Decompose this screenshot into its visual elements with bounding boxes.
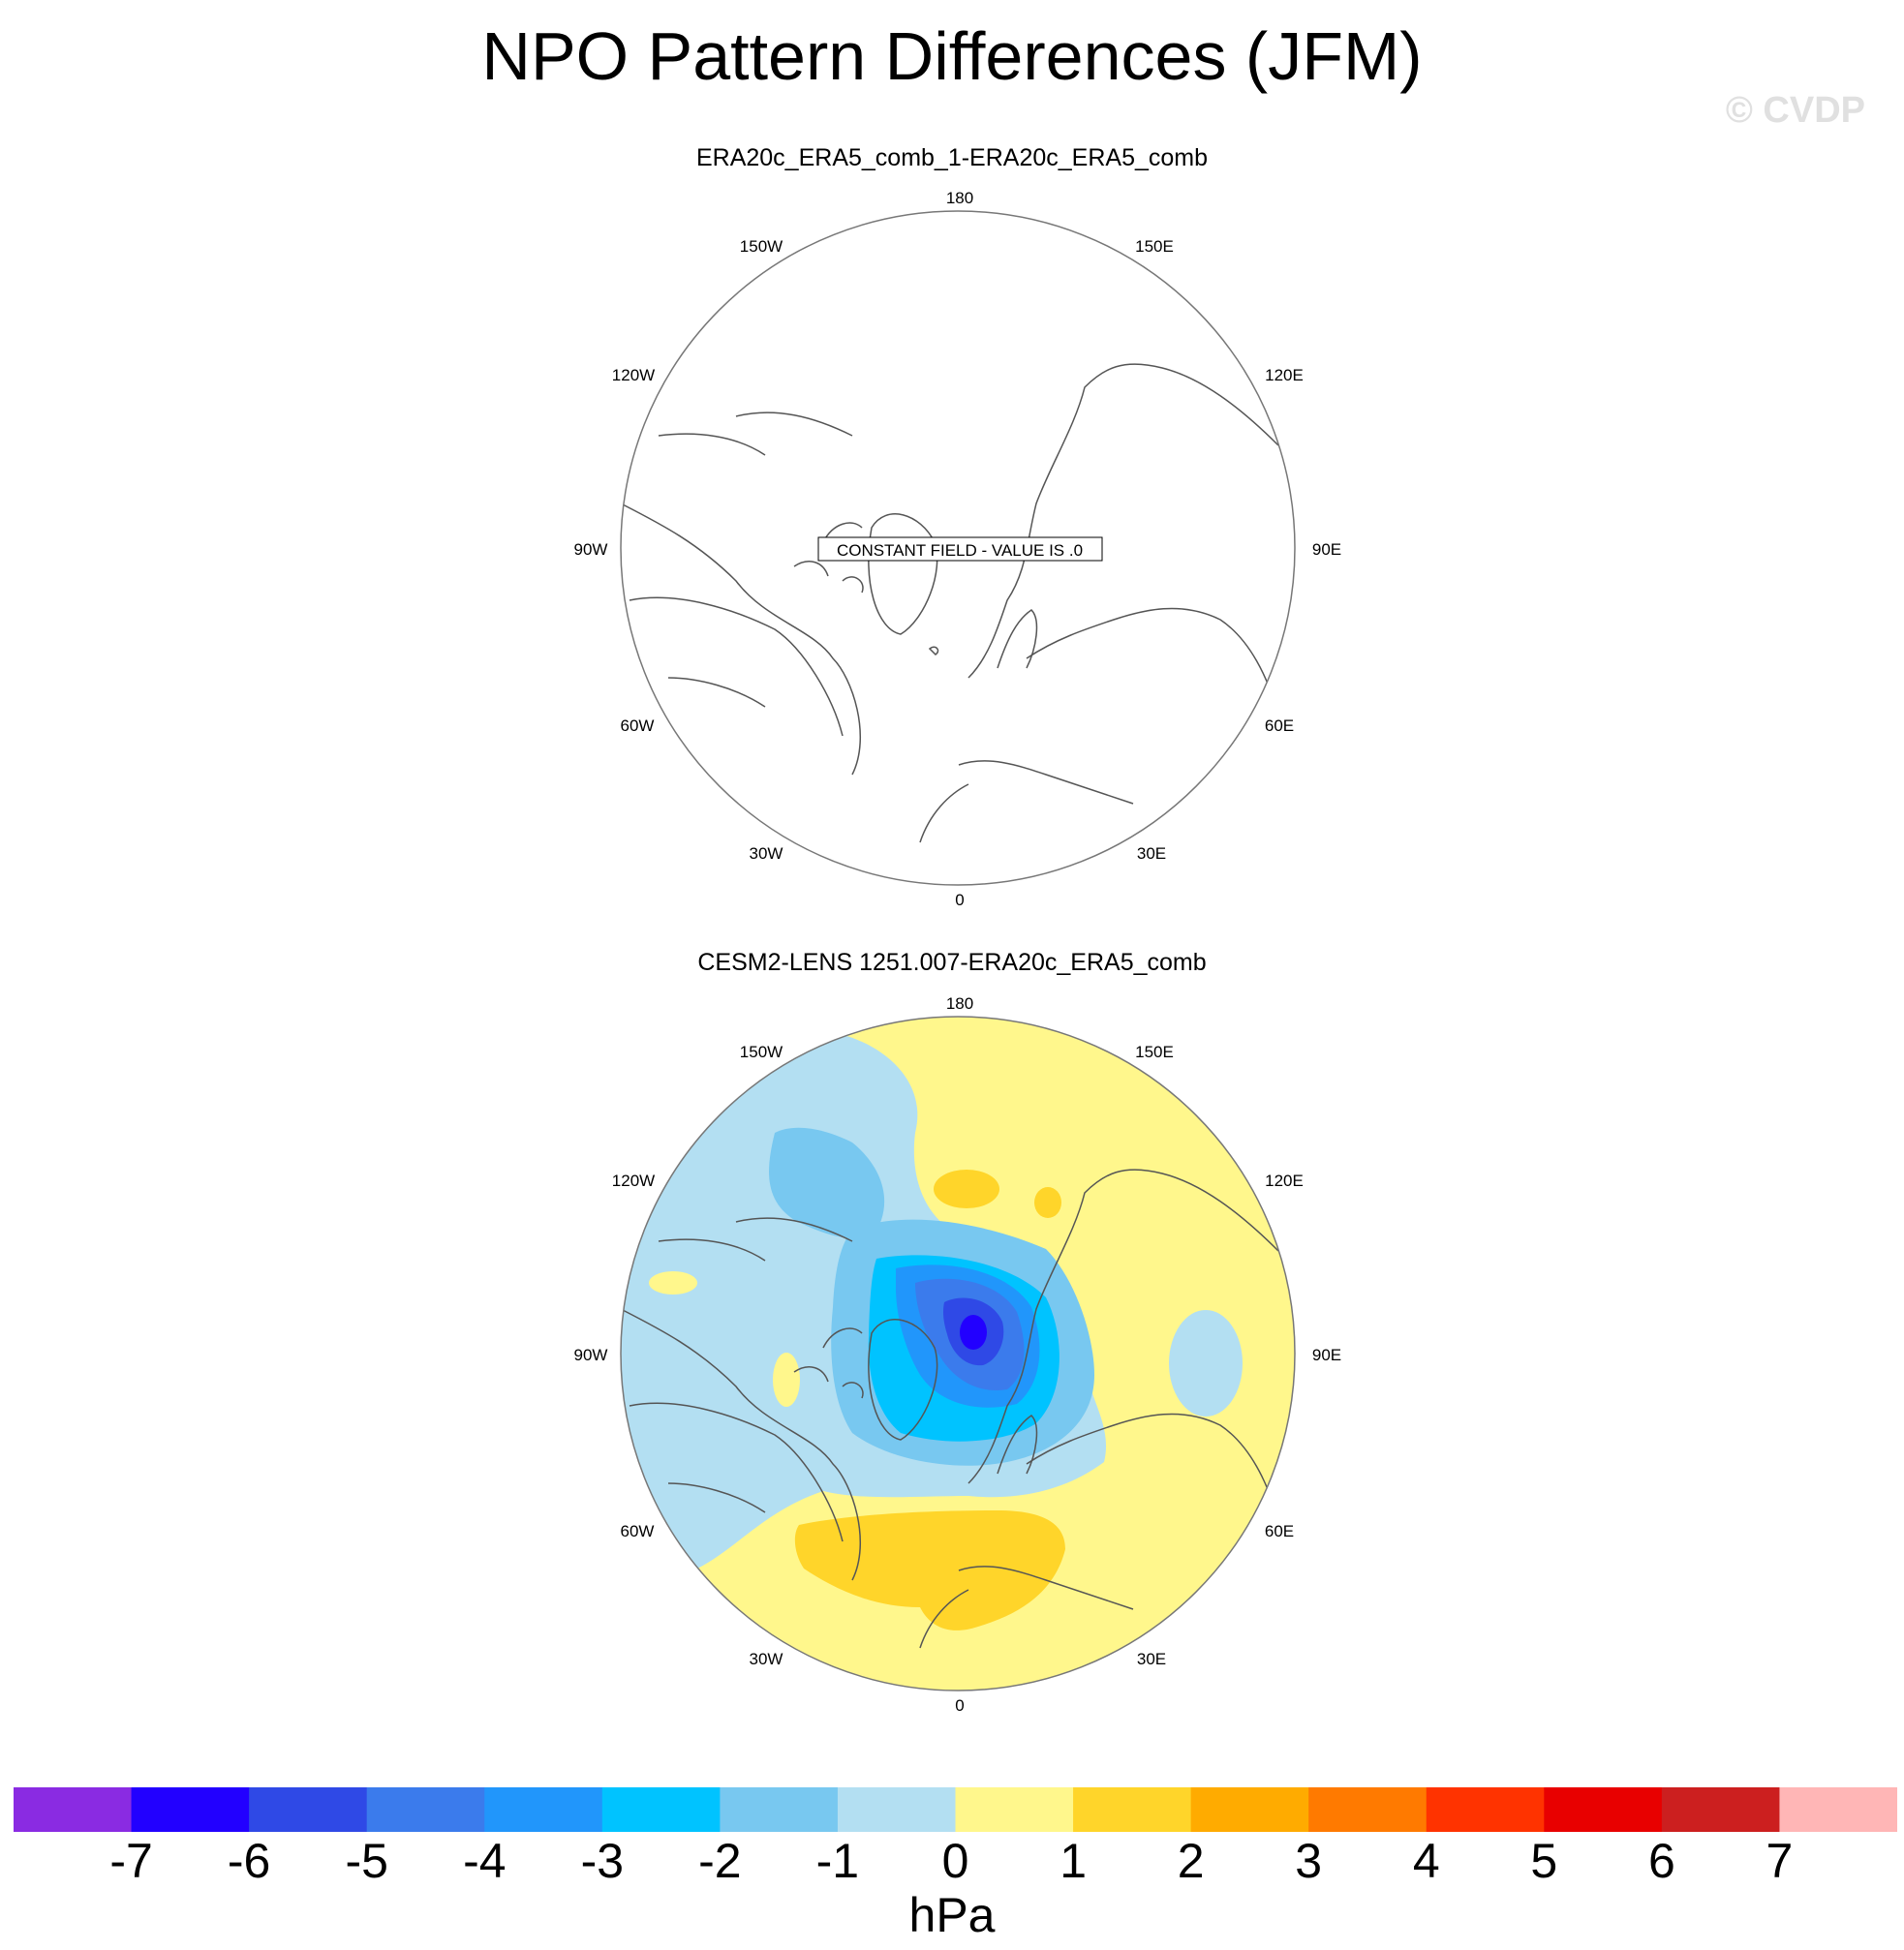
panel2-lon-label: 120E (1265, 1172, 1304, 1190)
panel1-lon-label: 120W (612, 366, 655, 384)
panel1-lon-label: 180 (946, 189, 973, 207)
colorbar (14, 1787, 1897, 1832)
colorbar-tick-label: -1 (815, 1834, 860, 1888)
panel1-title: ERA20c_ERA5_comb_1-ERA20c_ERA5_comb (695, 144, 1209, 171)
contour-0-to-1-north-pacific (649, 1271, 697, 1295)
contour-0-to-1-greenland (773, 1353, 800, 1407)
colorbar-tick-label: 7 (1766, 1834, 1794, 1888)
colorbar-tick-label: -5 (345, 1834, 388, 1888)
colorbar-tick-label: -2 (698, 1834, 742, 1888)
colorbar-swatch (1426, 1787, 1545, 1832)
colorbar-tick-label: 3 (1295, 1834, 1323, 1888)
panel1-note-box (817, 536, 1103, 562)
colorbar-swatch (1544, 1787, 1663, 1832)
colorbar-swatch (837, 1787, 956, 1832)
colorbar-tick-label: 4 (1412, 1834, 1440, 1888)
panel1-lon-label: 120E (1265, 366, 1304, 384)
contour-neg1-to-0-siberia (1169, 1310, 1243, 1417)
colorbar-tick-label: 6 (1647, 1834, 1675, 1888)
panel2-lon-label: 0 (955, 1696, 964, 1715)
panel2-lon-label: 30W (750, 1650, 783, 1668)
colorbar-swatch (720, 1787, 839, 1832)
colorbar-swatch (14, 1787, 133, 1832)
colorbar-swatch (1779, 1787, 1897, 1832)
contour-neg7-to-neg6 (960, 1315, 987, 1350)
panel1-lon-label: 90E (1312, 540, 1341, 559)
panel1-map-boundary (620, 210, 1296, 886)
panel2-lon-label: 150E (1135, 1043, 1174, 1061)
contour-1-to-2-atlantic (794, 1510, 1065, 1630)
colorbar-swatch (366, 1787, 485, 1832)
panel2-lon-label: 60W (621, 1522, 655, 1540)
colorbar-swatch (249, 1787, 368, 1832)
colorbar-tick-label: -4 (463, 1834, 507, 1888)
panel2-lon-label: 180 (946, 994, 973, 1013)
panel2-map-boundary (620, 1016, 1296, 1691)
colorbar-swatch (1073, 1787, 1192, 1832)
contour-1-to-2-kamchatka (1034, 1187, 1061, 1218)
panel1-lon-label: 30W (750, 844, 783, 863)
panel1-lon-label: 30E (1137, 844, 1166, 863)
colorbar-tick-label: 0 (941, 1834, 969, 1888)
colorbar-swatch (1190, 1787, 1309, 1832)
colorbar-tick-label: 1 (1059, 1834, 1087, 1888)
colorbar-swatch (1661, 1787, 1780, 1832)
panel1-polar-map: CONSTANT FIELD - VALUE IS .0 180 150E 12… (574, 189, 1342, 909)
panel2-lon-label: 90W (574, 1346, 608, 1364)
cvdp-watermark: © CVDP (1725, 90, 1865, 131)
panel1-lon-label: 150W (740, 237, 783, 256)
colorbar-tick-label: -7 (109, 1834, 153, 1888)
panel1-lon-label: 60E (1265, 716, 1294, 735)
contour-neg2-to-neg1-pacific (769, 1127, 885, 1238)
colorbar-swatch (1308, 1787, 1428, 1832)
colorbar-units: hPa (908, 1888, 996, 1942)
figure-title: NPO Pattern Differences (JFM) (481, 18, 1423, 94)
colorbar-tick-label: -3 (580, 1834, 625, 1888)
panel2-coastlines (621, 1169, 1279, 1649)
panel1-lon-label: 150E (1135, 237, 1174, 256)
panel2-title: CESM2-LENS 1251.007-ERA20c_ERA5_comb (697, 949, 1207, 976)
colorbar-swatch (131, 1787, 250, 1832)
panel2-lon-label: 90E (1312, 1346, 1341, 1364)
panel2-lon-label: 30E (1137, 1650, 1166, 1668)
contour-1-to-2-bering (934, 1170, 999, 1208)
panel2-filled-contours (621, 1017, 1295, 1691)
panel2-lon-label: 120W (612, 1172, 655, 1190)
panel1-lon-label: 60W (621, 716, 655, 735)
panel2-polar-map: 180 150E 120E 90E 60E 30E 0 30W 60W 90W … (574, 994, 1342, 1715)
panel2-lon-labels: 180 150E 120E 90E 60E 30E 0 30W 60W 90W … (574, 994, 1342, 1715)
panel1-lon-label: 90W (574, 540, 608, 559)
colorbar-swatch (484, 1787, 603, 1832)
colorbar-swatch (955, 1787, 1074, 1832)
panel2-lon-label: 150W (740, 1043, 783, 1061)
panel1-coastlines (621, 363, 1279, 843)
panel1-lon-label: 0 (955, 891, 964, 909)
panel2-lon-label: 60E (1265, 1522, 1294, 1540)
colorbar-tick-label: 5 (1530, 1834, 1558, 1888)
colorbar-tick-label: 2 (1177, 1834, 1205, 1888)
panel1-lon-labels: 180 150E 120E 90E 60E 30E 0 30W 60W 90W … (574, 189, 1342, 909)
colorbar-swatch (601, 1787, 721, 1832)
panel1-constant-field-note: CONSTANT FIELD - VALUE IS .0 (837, 541, 1083, 560)
colorbar-tick-label: -6 (227, 1834, 271, 1888)
